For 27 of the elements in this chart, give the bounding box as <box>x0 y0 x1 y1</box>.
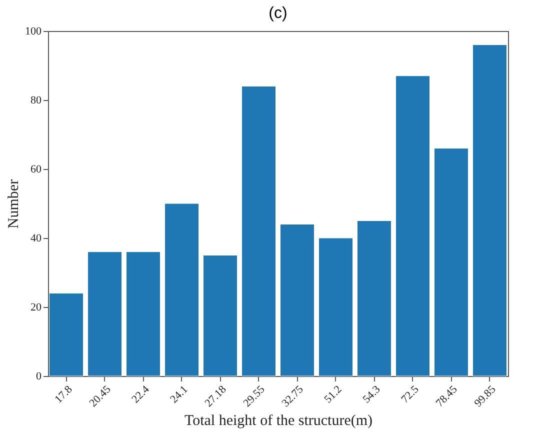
bar <box>395 76 430 376</box>
x-axis-title: Total height of the structure(m) <box>184 412 373 429</box>
bar <box>203 255 238 376</box>
x-tick-label: 54.3 <box>360 383 384 406</box>
chart-title: (c) <box>268 5 288 22</box>
y-tick-label: 0 <box>36 370 42 382</box>
bar <box>280 224 314 376</box>
bar <box>242 86 276 376</box>
y-tick-label: 20 <box>30 302 42 314</box>
bar <box>472 44 507 376</box>
bar <box>164 203 200 376</box>
y-axis-title: Number <box>6 179 22 229</box>
x-tick-label: 22.4 <box>130 383 152 406</box>
bar <box>126 252 161 376</box>
y-tick-label: 40 <box>30 232 42 244</box>
y-tick-label: 80 <box>30 94 42 106</box>
x-tick-label: 72.5 <box>399 383 422 406</box>
bar <box>434 148 468 376</box>
bar <box>49 292 84 376</box>
y-tick-label: 100 <box>25 26 42 38</box>
x-tick-label: 17.8 <box>52 383 76 406</box>
x-tick-label: 51.2 <box>322 384 344 406</box>
x-tick-label: 24.1 <box>168 384 190 406</box>
bar <box>88 252 122 376</box>
bar <box>318 238 353 376</box>
y-tick-label: 60 <box>30 164 42 176</box>
bar <box>356 220 392 376</box>
